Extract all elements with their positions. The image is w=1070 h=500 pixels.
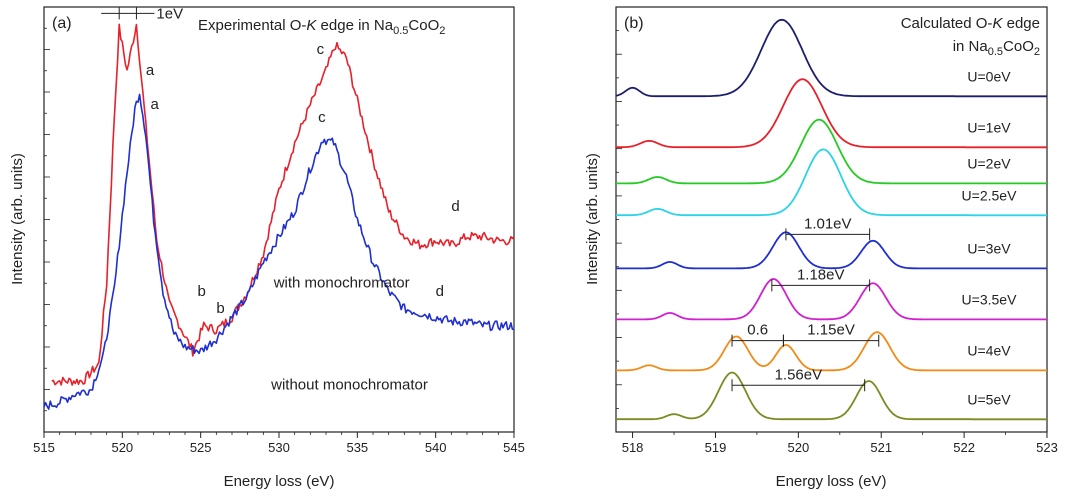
x-tick-label-a: 545 <box>503 440 525 455</box>
x-axis-label-a: Energy loss (eV) <box>224 473 335 490</box>
series-label-b: U=2eV <box>967 156 1011 172</box>
x-tick-label-a: 525 <box>190 440 212 455</box>
splitting-label-b: 1.56eV <box>775 366 823 383</box>
series-line-b-1 <box>615 18 1047 98</box>
splitting-label-b: 1.01eV <box>804 215 852 232</box>
series-line-b-7 <box>616 331 1047 372</box>
series-line-b-8 <box>616 371 1047 421</box>
x-tick-label-b: 522 <box>953 440 975 455</box>
annotation-a: a <box>146 62 155 79</box>
x-tick-label-a: 530 <box>268 440 290 455</box>
series-line-a-1 <box>51 23 515 386</box>
series-line-b-2 <box>616 78 1047 149</box>
panel-b: 518 519 520 521 522 523 U=0eV U=1eV U=2eV U=2.5e… <box>584 6 1058 490</box>
series-line-b-3 <box>616 118 1047 185</box>
x-axis-label-b: Energy loss (eV) <box>776 473 887 490</box>
series-label-b: U=3.5eV <box>962 292 1018 308</box>
annotation-a: b <box>198 283 206 300</box>
chart-title-b-line2: in Na0.5CoO2 <box>953 38 1040 58</box>
series-line-b-4 <box>616 148 1047 217</box>
x-tick-label-a: 535 <box>346 440 368 455</box>
series-label-b: U=4eV <box>967 343 1011 359</box>
annotation-a: b <box>216 300 224 317</box>
panel-label-b: (b) <box>624 15 644 32</box>
series-label-b: U=2.5eV <box>962 187 1018 203</box>
series-line-b-6 <box>616 278 1047 321</box>
x-tick-label-a: 540 <box>425 440 447 455</box>
splitting-label-b: 1.15eV <box>807 322 855 339</box>
annotation-a: c <box>317 41 325 58</box>
annotation-a: with monochromator <box>273 275 410 292</box>
series-label-b: U=0eV <box>967 68 1011 84</box>
x-tick-label-b: 520 <box>787 440 809 455</box>
y-axis-label-a: Intensity (arb. units) <box>9 153 26 285</box>
series-label-b: U=5eV <box>967 391 1011 407</box>
panel-label-a: (a) <box>52 15 72 32</box>
x-tick-label-b: 523 <box>1036 440 1058 455</box>
y-axis-label-b: Intensity (arb. units) <box>584 153 601 285</box>
annotation-a: a <box>151 96 160 113</box>
annotation-a: d <box>436 283 444 300</box>
annotation-a: c <box>318 109 326 126</box>
x-tick-label-a: 515 <box>33 440 55 455</box>
series-line-a-2 <box>43 93 515 410</box>
series-label-b: U=3eV <box>967 241 1011 257</box>
x-tick-label-b: 519 <box>705 440 727 455</box>
annotation-a: d <box>451 198 459 215</box>
splitting-label-b: 1.18eV <box>797 266 845 283</box>
series-label-b: U=1eV <box>967 119 1011 135</box>
chart-title-b-line1: Calculated O-K edge <box>901 15 1040 32</box>
splitting-label-a: 1eV <box>156 5 183 22</box>
x-tick-label-a: 520 <box>111 440 133 455</box>
x-tick-label-b: 521 <box>870 440 892 455</box>
plot-frame-a <box>43 6 515 433</box>
panel-a: 515 520 525 530 535 540 545 a b c d a b c d with monoc… <box>9 5 525 490</box>
series-line-b-5 <box>616 231 1047 270</box>
chart-title-a: Experimental O-K edge in Na0.5CoO2 <box>198 17 445 37</box>
annotation-a: without monochromator <box>270 377 428 394</box>
splitting-label-b: 0.6 <box>747 322 768 339</box>
x-tick-label-b: 518 <box>622 440 644 455</box>
